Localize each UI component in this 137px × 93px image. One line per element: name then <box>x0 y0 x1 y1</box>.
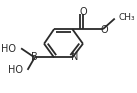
Text: CH₃: CH₃ <box>119 13 135 22</box>
Text: O: O <box>101 25 109 35</box>
Text: N: N <box>71 52 78 62</box>
Text: HO: HO <box>8 65 23 75</box>
Text: B: B <box>31 52 38 62</box>
Text: HO: HO <box>1 44 16 54</box>
Text: O: O <box>79 7 87 17</box>
